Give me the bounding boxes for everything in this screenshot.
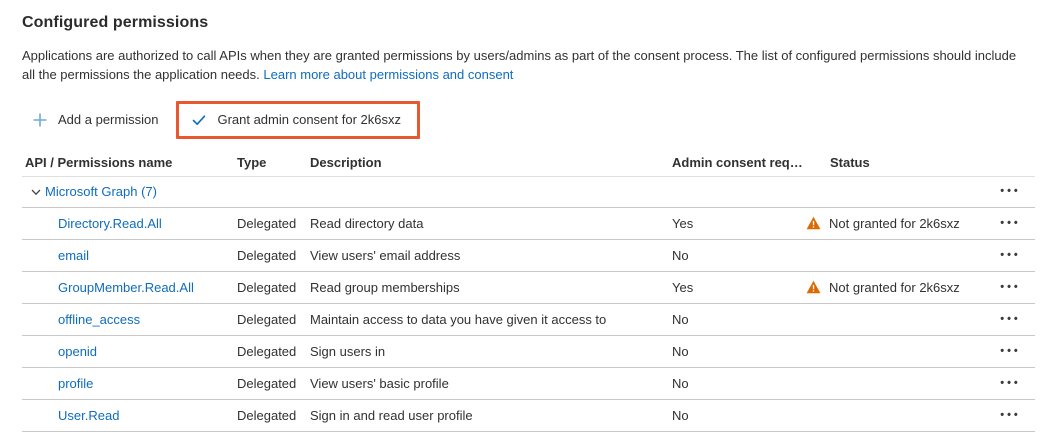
table-row: User.Read Delegated Sign in and read use… [22,400,1035,432]
permission-type: Delegated [237,247,297,263]
permission-link[interactable]: offline_access [58,311,141,327]
column-header-type: Type [237,155,267,171]
permission-type: Delegated [237,375,297,391]
permission-description: View users' basic profile [310,375,449,391]
table-header-row: API / Permissions name Type Description … [22,150,1035,177]
column-header-status: Status [830,155,870,171]
column-header-description: Description [310,155,382,171]
row-menu-button[interactable]: ••• [998,406,1023,425]
table-row: offline_access Delegated Maintain access… [22,304,1035,336]
row-menu-button[interactable]: ••• [998,374,1023,393]
plus-icon [32,112,48,128]
column-header-name: API / Permissions name [25,155,173,171]
warning-icon [806,216,821,230]
table-row: email Delegated View users' email addres… [22,240,1035,272]
table-row: GroupMember.Read.All Delegated Read grou… [22,272,1035,304]
admin-consent-required: No [672,375,689,391]
column-header-admin-consent: Admin consent requ... [672,155,806,171]
permission-link[interactable]: email [58,247,90,263]
checkmark-icon [191,112,207,128]
add-permission-label: Add a permission [58,112,159,128]
permission-description: View users' email address [310,247,461,263]
admin-consent-required: No [672,343,689,359]
admin-consent-required: No [672,407,689,423]
permission-type: Delegated [237,343,297,359]
chevron-down-icon[interactable] [29,185,43,199]
row-menu-button[interactable]: ••• [998,278,1023,297]
permission-description: Read group memberships [310,279,460,295]
row-menu-button[interactable]: ••• [998,182,1023,201]
admin-consent-required: No [672,311,689,327]
permission-link[interactable]: Directory.Read.All [58,215,162,231]
learn-more-link[interactable]: Learn more about permissions and consent [263,66,514,82]
permissions-toolbar: Add a permission Grant admin consent for… [22,98,1035,142]
permission-type: Delegated [237,407,297,423]
description-text: Applications are authorized to call APIs… [22,47,1032,85]
row-menu-button[interactable]: ••• [998,214,1023,233]
add-permission-button[interactable]: Add a permission [22,105,168,135]
row-menu-button[interactable]: ••• [998,342,1023,361]
page-title: Configured permissions [22,14,209,31]
status-text: Not granted for 2k6sxz [829,215,960,231]
configured-permissions-section: Configured permissions Applications are … [22,14,1035,432]
permission-link[interactable]: openid [58,343,98,359]
row-menu-button[interactable]: ••• [998,246,1023,265]
description-body: Applications are authorized to call APIs… [22,48,1017,82]
permission-description: Sign users in [310,343,386,359]
permission-type: Delegated [237,311,297,327]
permission-description: Sign in and read user profile [310,407,473,423]
warning-icon [806,280,821,294]
admin-consent-required: Yes [672,279,694,295]
permission-link[interactable]: User.Read [58,407,120,423]
permission-description: Read directory data [310,215,424,231]
permission-type: Delegated [237,215,297,231]
table-row: Directory.Read.All Delegated Read direct… [22,208,1035,240]
permission-description: Maintain access to data you have given i… [310,311,607,327]
admin-consent-required: Yes [672,215,694,231]
admin-consent-required: No [672,247,689,263]
permission-link[interactable]: profile [58,375,94,391]
table-row: openid Delegated Sign users in No ••• [22,336,1035,368]
status-text: Not granted for 2k6sxz [829,279,960,295]
permission-type: Delegated [237,279,297,295]
group-row-microsoft-graph[interactable]: Microsoft Graph (7) ••• [22,177,1035,208]
grant-admin-consent-button[interactable]: Grant admin consent for 2k6sxz [181,105,411,135]
highlight-box: Grant admin consent for 2k6sxz [176,100,420,139]
row-menu-button[interactable]: ••• [998,310,1023,329]
permissions-table: API / Permissions name Type Description … [22,150,1035,432]
microsoft-graph-link[interactable]: Microsoft Graph (7) [45,184,157,200]
table-row: profile Delegated View users' basic prof… [22,368,1035,400]
permission-link[interactable]: GroupMember.Read.All [58,279,194,295]
grant-admin-consent-label: Grant admin consent for 2k6sxz [217,112,401,128]
